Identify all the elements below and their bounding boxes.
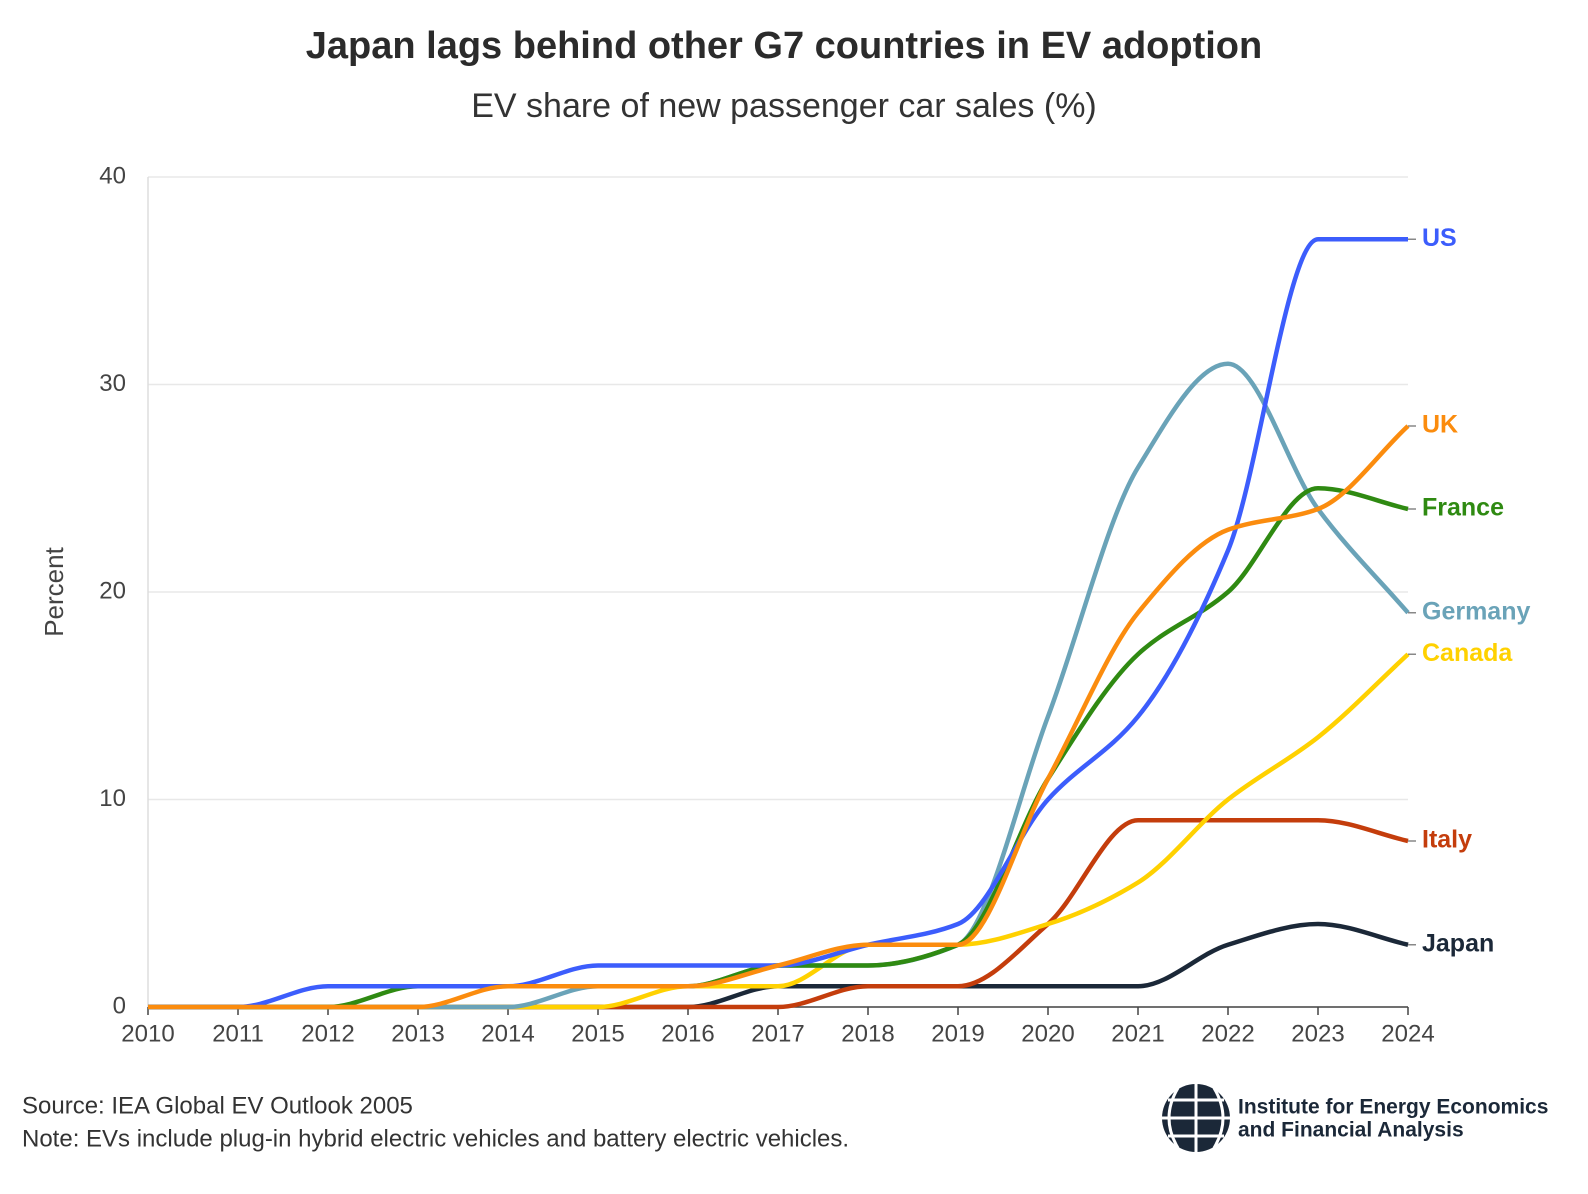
series-label: Germany [1422, 597, 1530, 625]
y-tick-label: 0 [113, 992, 126, 1019]
x-tick-label: 2024 [1381, 1020, 1434, 1047]
y-tick-label: 30 [99, 370, 126, 397]
x-tick-label: 2018 [841, 1020, 894, 1047]
y-tick-label: 20 [99, 577, 126, 604]
logo-text: and Financial Analysis [1238, 1119, 1464, 1142]
x-tick-label: 2020 [1021, 1020, 1074, 1047]
series-line [148, 486, 1409, 1010]
y-axis-label: Percent [39, 546, 69, 636]
x-tick-label: 2015 [571, 1020, 624, 1047]
logo: Institute for Energy Economics and Finan… [1162, 1084, 1548, 1152]
y-tick-label: 10 [99, 785, 126, 812]
x-tick-label: 2017 [751, 1020, 804, 1047]
x-tick-label: 2012 [301, 1020, 354, 1047]
x-tick-label: 2021 [1111, 1020, 1164, 1047]
x-tick-label: 2019 [931, 1020, 984, 1047]
logo-text: Institute for Energy Economics [1238, 1096, 1548, 1119]
series-line [148, 361, 1410, 1010]
series-label: France [1422, 494, 1504, 522]
x-tick-label: 2016 [661, 1020, 714, 1047]
series-line [148, 236, 1408, 1010]
series-label: Canada [1422, 639, 1513, 667]
chart-subtitle: EV share of new passenger car sales (%) [471, 87, 1097, 125]
x-tick-label: 2022 [1201, 1020, 1254, 1047]
note: Note: EVs include plug-in hybrid electri… [22, 1125, 849, 1152]
source: Source: IEA Global EV Outlook 2005 [22, 1092, 413, 1119]
series-line [148, 652, 1410, 1010]
series-label: US [1422, 224, 1457, 252]
series-line [148, 424, 1410, 1010]
x-tick-label: 2014 [481, 1020, 534, 1047]
series-label: Japan [1422, 929, 1494, 957]
x-tick-label: 2011 [212, 1020, 264, 1047]
x-tick-label: 2013 [391, 1020, 444, 1047]
logo-grid [1162, 1084, 1230, 1152]
x-tick-label: 2023 [1291, 1020, 1344, 1047]
chart-title: Japan lags behind other G7 countries in … [306, 25, 1262, 67]
series-label: UK [1422, 411, 1458, 439]
y-tick-label: 40 [99, 162, 126, 189]
series-label: Italy [1422, 826, 1472, 854]
series-line [148, 817, 1409, 1010]
x-tick-label: 2010 [121, 1020, 174, 1047]
